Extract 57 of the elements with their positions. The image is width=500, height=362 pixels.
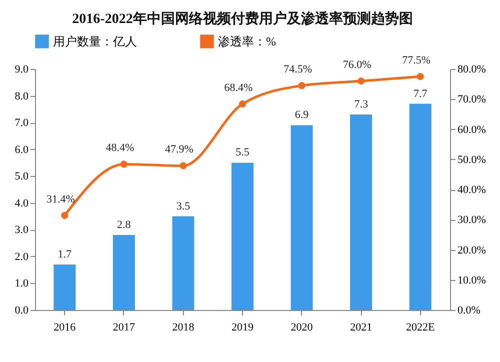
x-tick-label: 2021 xyxy=(350,322,372,334)
bar xyxy=(112,235,135,310)
data-label: 74.5% xyxy=(284,64,312,76)
y2-tick-label: 80.0% xyxy=(458,64,486,76)
data-label: 77.5% xyxy=(402,54,431,67)
data-label: 7.7 xyxy=(413,88,428,100)
x-tick-label: 2016 xyxy=(54,322,76,334)
bar xyxy=(350,114,372,310)
point xyxy=(238,100,246,108)
bar xyxy=(172,216,194,310)
y2-tick-label: 20.0% xyxy=(458,244,486,256)
y2-tick-label: 70.0% xyxy=(458,94,486,106)
y-tick-label: 3.0 xyxy=(14,224,29,236)
point xyxy=(358,78,365,85)
x-tick-label: 2017 xyxy=(112,322,136,334)
x-tick-label: 2022E xyxy=(406,322,435,334)
x-tick-label: 2020 xyxy=(290,322,314,334)
bar xyxy=(290,125,313,310)
data-label: 2.8 xyxy=(117,219,132,232)
point xyxy=(120,160,128,168)
point xyxy=(61,212,68,219)
y-tick-label: 8.0 xyxy=(14,90,29,102)
data-label: 3.5 xyxy=(176,200,191,212)
data-label: 7.3 xyxy=(354,98,368,111)
y2-tick-label: 0.0% xyxy=(458,304,480,316)
y2-tick-label: 50.0% xyxy=(458,154,486,166)
data-label: 47.9% xyxy=(165,144,194,156)
data-label: 5.5 xyxy=(236,146,250,159)
chart-title: 2016-2022年中国网络视频付费用户及渗透率预测趋势图 xyxy=(72,10,413,27)
bar xyxy=(409,104,432,310)
point xyxy=(298,82,306,90)
point xyxy=(180,162,187,170)
y2-tick-label: 60.0% xyxy=(458,124,486,136)
y2-tick-label: 40.0% xyxy=(458,184,486,196)
y2-tick-label: 30.0% xyxy=(458,214,486,226)
bar xyxy=(232,162,254,310)
legend-label: 用户数量：亿人 xyxy=(53,34,137,48)
data-label: 48.4% xyxy=(106,142,134,154)
legend-label: 渗透率：% xyxy=(218,34,276,48)
y-tick-label: 2.0 xyxy=(14,250,29,263)
y-tick-label: 6.0 xyxy=(14,144,29,156)
y-tick-label: 9.0 xyxy=(14,64,29,76)
data-label: 1.7 xyxy=(58,248,72,260)
y-tick-label: 1.0 xyxy=(14,278,29,290)
x-tick-label: 2019 xyxy=(232,322,254,334)
data-label: 68.4% xyxy=(224,82,253,94)
point xyxy=(416,73,424,80)
x-tick-label: 2018 xyxy=(172,322,195,334)
y-tick-label: 7.0 xyxy=(14,117,29,130)
y-tick-label: 4.0 xyxy=(14,197,29,210)
y2-tick-label: 10.0% xyxy=(458,274,486,286)
y-tick-label: 5.0 xyxy=(14,170,29,183)
bar xyxy=(54,264,76,310)
data-label: 76.0% xyxy=(342,59,372,72)
data-label: 31.4% xyxy=(46,193,75,206)
y-tick-label: 0.0 xyxy=(14,304,29,316)
data-label: 6.9 xyxy=(294,109,310,122)
